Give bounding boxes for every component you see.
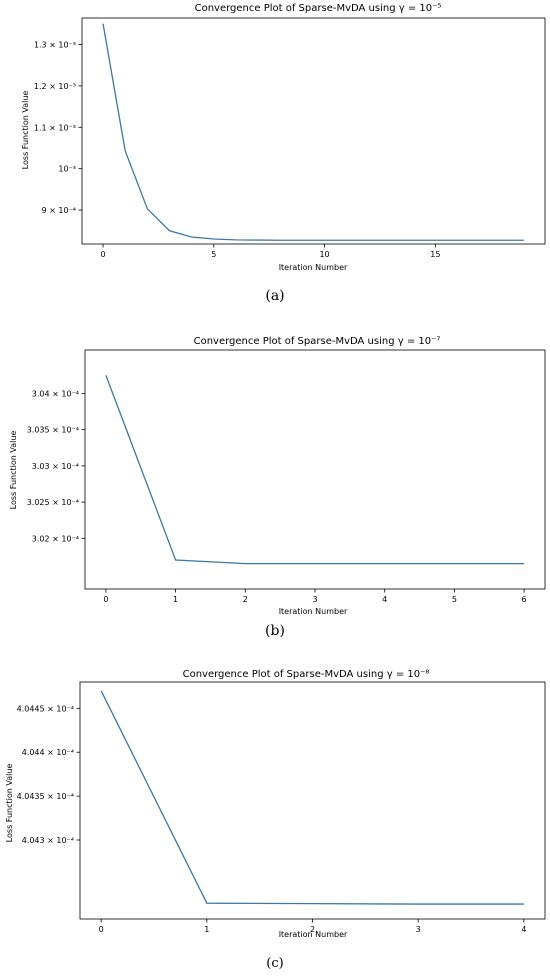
convergence-chart-a: Convergence Plot of Sparse-MvDA using γ … (21, 3, 546, 272)
x-tick-label: 1 (204, 925, 209, 934)
convergence-chart-b: Convergence Plot of Sparse-MvDA using γ … (9, 336, 546, 616)
caption-a: (a) (265, 288, 285, 304)
x-tick-label: 3 (416, 925, 421, 934)
x-tick-label: 0 (100, 250, 105, 259)
y-tick-label: 4.044 × 10⁻⁴ (22, 748, 74, 757)
caption-c: (c) (266, 956, 284, 971)
y-tick-label: 1.3 × 10⁻³ (34, 40, 76, 49)
y-axis-label: Loss Function Value (9, 431, 18, 510)
convergence-chart-c: Convergence Plot of Sparse-MvDA using γ … (5, 669, 546, 939)
loss-series-line (100, 690, 524, 905)
x-axis-label: Iteration Number (279, 930, 348, 939)
x-tick-label: 0 (103, 595, 108, 604)
loss-series-line (102, 23, 524, 241)
y-tick-labels: 9 × 10⁻⁴ 10⁻³ 1.1 × 10⁻³ 1.2 × 10⁻³ 1.3 × 10… (34, 40, 82, 215)
x-axis-label: Iteration Number (279, 263, 348, 272)
x-tick-label: 3 (312, 595, 317, 604)
chart-title: Convergence Plot of Sparse-MvDA using γ … (195, 3, 442, 14)
y-tick-label: 4.0435 × 10⁻⁴ (17, 792, 74, 801)
x-tick-label: 6 (522, 595, 527, 604)
y-tick-label: 1.1 × 10⁻³ (34, 123, 76, 132)
x-tick-label: 15 (430, 250, 440, 259)
y-axis-label: Loss Function Value (5, 764, 14, 843)
caption-b: (b) (265, 623, 285, 639)
x-tick-label: 0 (99, 925, 104, 934)
chart-title: Convergence Plot of Sparse-MvDA using γ … (194, 336, 441, 347)
loss-series-line (105, 375, 525, 565)
y-tick-label: 3.035 × 10⁻⁴ (27, 426, 79, 435)
plot-area-frame (79, 681, 546, 920)
y-tick-labels: 3.02 × 10⁻⁴ 3.025 × 10⁻⁴ 3.03 × 10⁻⁴ 3.035 … (27, 389, 85, 543)
x-axis-label: Iteration Number (279, 607, 348, 616)
x-tick-label: 10 (319, 250, 329, 259)
y-tick-label: 4.0445 × 10⁻⁴ (17, 704, 74, 713)
x-tick-label: 2 (243, 595, 248, 604)
x-tick-label: 2 (310, 925, 315, 934)
y-tick-label: 10⁻³ (58, 165, 76, 174)
y-tick-label: 3.02 × 10⁻⁴ (32, 534, 79, 543)
y-tick-label: 3.04 × 10⁻⁴ (32, 389, 79, 398)
y-tick-label: 4.043 × 10⁻⁴ (22, 836, 74, 845)
y-tick-label: 1.2 × 10⁻³ (34, 82, 76, 91)
x-tick-label: 5 (452, 595, 457, 604)
x-tick-labels: 0 1 2 3 4 (99, 919, 526, 934)
y-tick-label: 3.03 × 10⁻⁴ (32, 462, 79, 471)
chart-title: Convergence Plot of Sparse-MvDA using γ … (183, 669, 430, 680)
x-tick-labels: 0 5 10 15 (100, 244, 440, 259)
x-tick-label: 5 (211, 250, 216, 259)
x-tick-label: 4 (521, 925, 526, 934)
x-tick-label: 4 (382, 595, 387, 604)
plot-area-frame (84, 349, 546, 590)
y-tick-labels: 4.043 × 10⁻⁴ 4.0435 × 10⁻⁴ 4.044 × 10⁻⁴ 4.0… (17, 704, 80, 845)
x-tick-labels: 0 1 2 3 4 5 6 (103, 589, 527, 604)
y-tick-label: 3.025 × 10⁻⁴ (27, 498, 79, 507)
x-tick-label: 1 (173, 595, 178, 604)
plot-area-frame (81, 17, 546, 245)
y-axis-label: Loss Function Value (21, 91, 30, 170)
y-tick-label: 9 × 10⁻⁴ (42, 206, 77, 215)
